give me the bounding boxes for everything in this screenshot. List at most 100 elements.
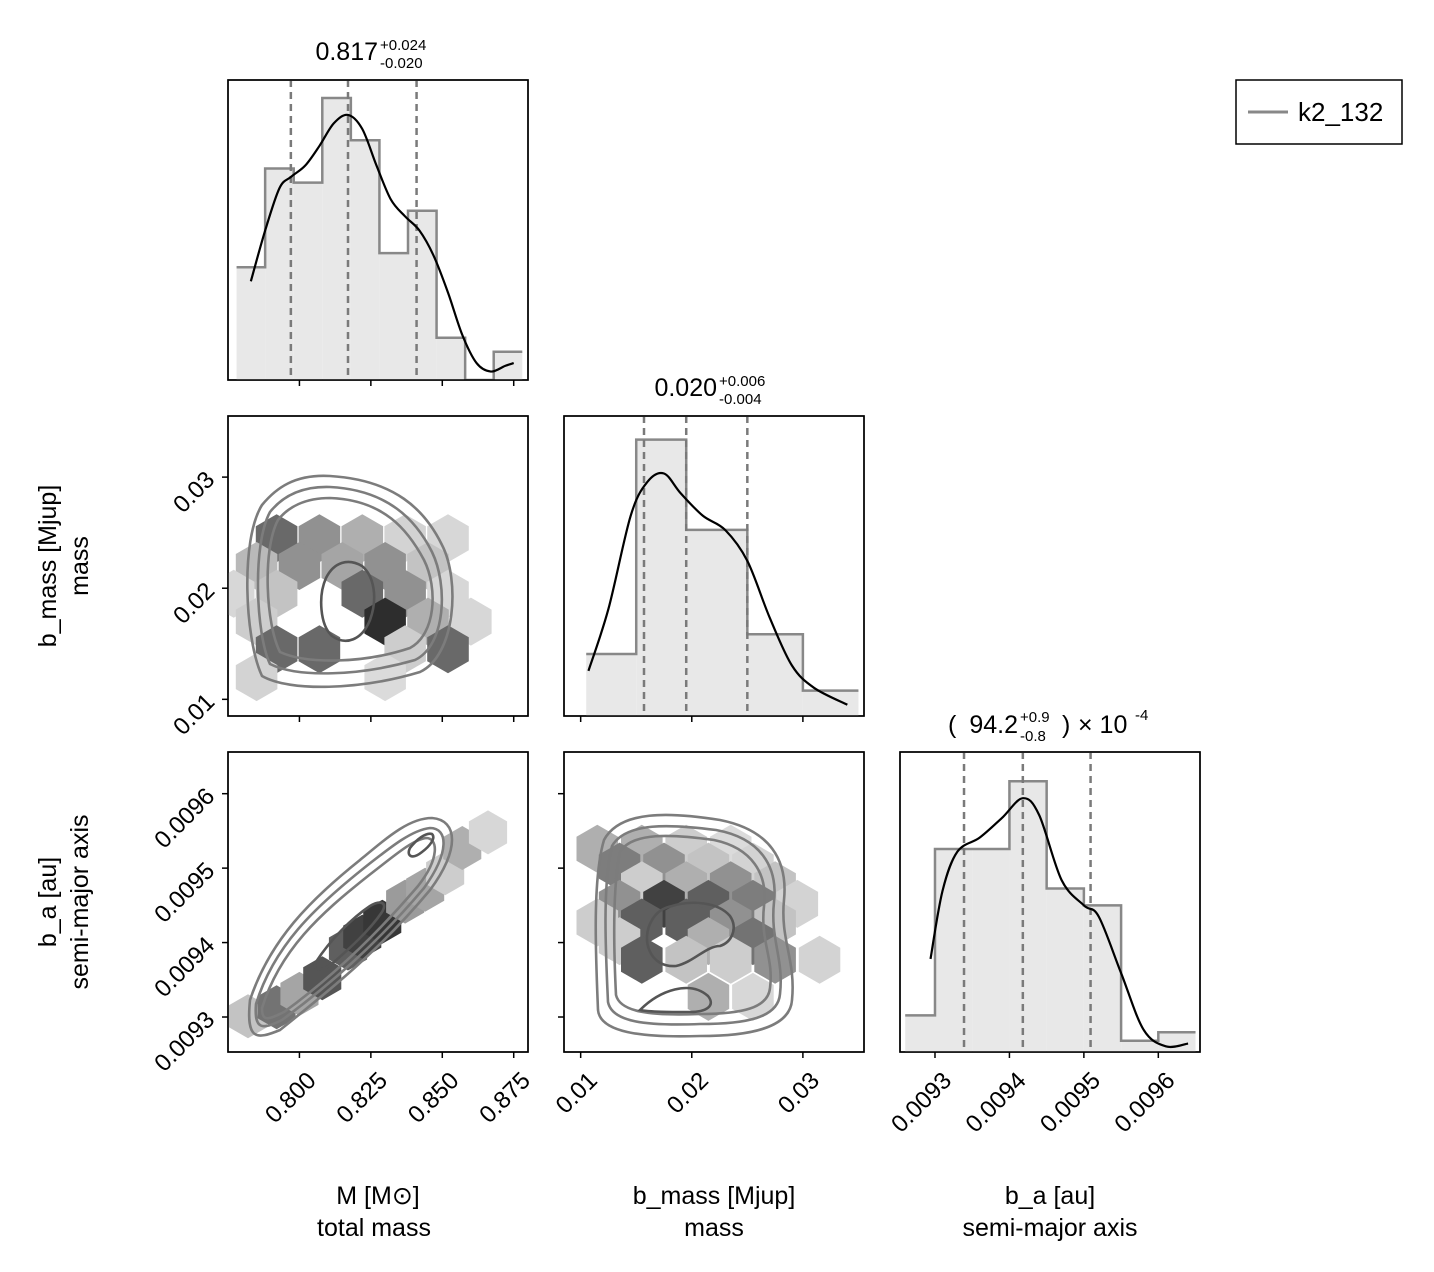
contour-outer — [247, 816, 454, 1037]
hist-step-b_mass — [586, 438, 859, 692]
xtick-label-b_mass-2: 0.03 — [773, 1067, 825, 1119]
hexbin-b_a_vs_M-11 — [468, 810, 508, 855]
xlabel-sma: b_a [au] — [1005, 1182, 1095, 1210]
hexbin-b_a_vs_b_mass-27 — [709, 935, 752, 984]
legend-label: k2_132 — [1298, 97, 1383, 127]
hist-bar-M-2 — [293, 182, 323, 380]
title-total-mass: 0.817 +0.024 -0.020 — [315, 37, 426, 72]
xlabel-total-mass-description: total mass — [317, 1214, 431, 1242]
hist-bar-b_a-3 — [1009, 781, 1047, 1052]
xlabel-mass: b_mass [Mjup] — [633, 1182, 796, 1210]
xtick-label-M-0: 0.800 — [260, 1067, 322, 1129]
title-plus: +0.9 — [1020, 709, 1050, 726]
xtick-label-b_a-3: 0.0096 — [1109, 1067, 1180, 1138]
hexbin-b_mass_vs_M-22 — [427, 625, 469, 674]
kde-curve-b_a — [929, 797, 1189, 1049]
xlabel-sma-description: semi-major axis — [962, 1214, 1137, 1242]
hist-bar-b_a-6 — [1121, 1040, 1159, 1052]
hist-bar-M-7 — [436, 337, 466, 380]
panel-frames — [227, 79, 1201, 1053]
hist-bar-b_mass-4 — [802, 690, 859, 716]
ytick-label-b_mass-2: 0.03 — [168, 466, 220, 518]
xtick-label-b_mass-1: 0.02 — [662, 1067, 714, 1119]
contours-mass-vs-total-mass — [246, 474, 454, 689]
hexbin-b_a_vs_b_mass-28 — [754, 935, 796, 984]
title-median: 0.817 — [315, 38, 378, 66]
hist-bar-b_a-1 — [934, 848, 973, 1052]
kde-curve-b_mass — [587, 471, 848, 706]
contour-outer — [594, 813, 794, 1038]
ytick-label-b_a-1: 0.0094 — [149, 932, 220, 1003]
hexbin-b_a_vs_b_mass-25 — [621, 935, 663, 984]
hist-bar-b_a-2 — [972, 848, 1010, 1052]
contour-inner — [266, 496, 434, 662]
contour-core — [313, 901, 386, 971]
hexbin-b_a_vs_b_mass-31 — [732, 972, 774, 1021]
xtick-label-b_a-2: 0.0095 — [1035, 1067, 1106, 1138]
title-minus: -0.8 — [1020, 728, 1046, 745]
hist-bar-b_mass-0 — [586, 653, 637, 716]
ytick-label-b_a-3: 0.0096 — [149, 783, 220, 854]
xtick-label-b_a-0: 0.0093 — [886, 1067, 957, 1138]
hist-bar-M-1 — [265, 168, 294, 380]
contour-core-2 — [407, 832, 435, 858]
title-close-paren: ) — [1062, 711, 1070, 739]
contour-mid — [256, 485, 444, 675]
contour-core — [645, 901, 735, 968]
hist-bar-M-6 — [408, 210, 437, 380]
xtick-label-M-3: 0.875 — [474, 1067, 536, 1129]
title-plus: +0.024 — [380, 37, 426, 54]
ylabel-mass-description: mass — [66, 536, 94, 596]
contour-inner — [260, 836, 437, 1020]
hist-step-M — [236, 96, 523, 380]
hist-bar-b_mass-3 — [747, 634, 803, 716]
hist-step-b_a — [905, 780, 1196, 1042]
title-scale-exp: -4 — [1135, 707, 1148, 724]
title-scale: × 10 — [1078, 711, 1127, 739]
hexbin-b_a_vs_b_mass-29 — [798, 935, 841, 984]
hist-bar-b_a-4 — [1046, 888, 1084, 1052]
xlabel-total-mass: M [M⊙] — [336, 1182, 419, 1210]
contour-inner — [612, 834, 772, 1016]
ytick-label-b_mass-0: 0.01 — [168, 688, 220, 740]
xlabel-mass-description: mass — [684, 1214, 744, 1242]
ylabel-sma-description: semi-major axis — [66, 814, 94, 989]
title-minus: -0.020 — [380, 55, 423, 72]
ylabel-mass: b_mass [Mjup] — [34, 485, 62, 648]
kde-curve-M — [249, 113, 515, 373]
hist-bar-M-0 — [236, 267, 266, 380]
title-median: 94.2 — [969, 711, 1018, 739]
ylabel-sma: b_a [au] — [34, 857, 62, 947]
hist-bar-M-3 — [322, 98, 351, 380]
title-open-paren: ( — [948, 711, 957, 739]
title-sma: ( 94.2 +0.9 -0.8 ) × 10 -4 — [948, 707, 1148, 745]
hist-bar-M-5 — [379, 253, 408, 380]
ytick-label-b_a-2: 0.0095 — [149, 857, 220, 928]
contour-outer — [246, 474, 454, 689]
xtick-label-b_mass-0: 0.01 — [551, 1067, 603, 1119]
title-mass: 0.020 +0.006 -0.004 — [654, 373, 765, 408]
contour-core-2 — [637, 986, 713, 1014]
hist-bar-b_a-0 — [905, 1015, 935, 1052]
contours-sma-vs-mass — [594, 813, 794, 1038]
hexbin-b_a_vs_b_mass-26 — [665, 935, 707, 984]
hist-bar-b_a-7 — [1158, 1032, 1196, 1052]
xtick-label-b_a-1: 0.0094 — [961, 1067, 1032, 1138]
contour-core — [319, 560, 376, 642]
hexbin-b_mass_vs_M-23 — [235, 653, 278, 702]
title-minus: -0.004 — [719, 391, 762, 408]
legend: k2_132 — [1235, 79, 1403, 145]
title-median: 0.020 — [654, 374, 717, 402]
contours-sma-vs-total-mass — [247, 816, 454, 1037]
xtick-label-M-2: 0.850 — [403, 1067, 465, 1129]
hist-bar-b_a-5 — [1083, 905, 1122, 1052]
title-plus: +0.006 — [719, 373, 765, 390]
contour-mid — [254, 826, 445, 1028]
hist-bar-b_mass-2 — [686, 529, 748, 716]
ytick-label-b_mass-1: 0.02 — [168, 577, 220, 629]
hist-bar-M-4 — [350, 140, 380, 380]
contour-mid — [604, 824, 782, 1026]
xtick-label-M-1: 0.825 — [331, 1067, 393, 1129]
ytick-label-b_a-0: 0.0093 — [149, 1006, 220, 1077]
